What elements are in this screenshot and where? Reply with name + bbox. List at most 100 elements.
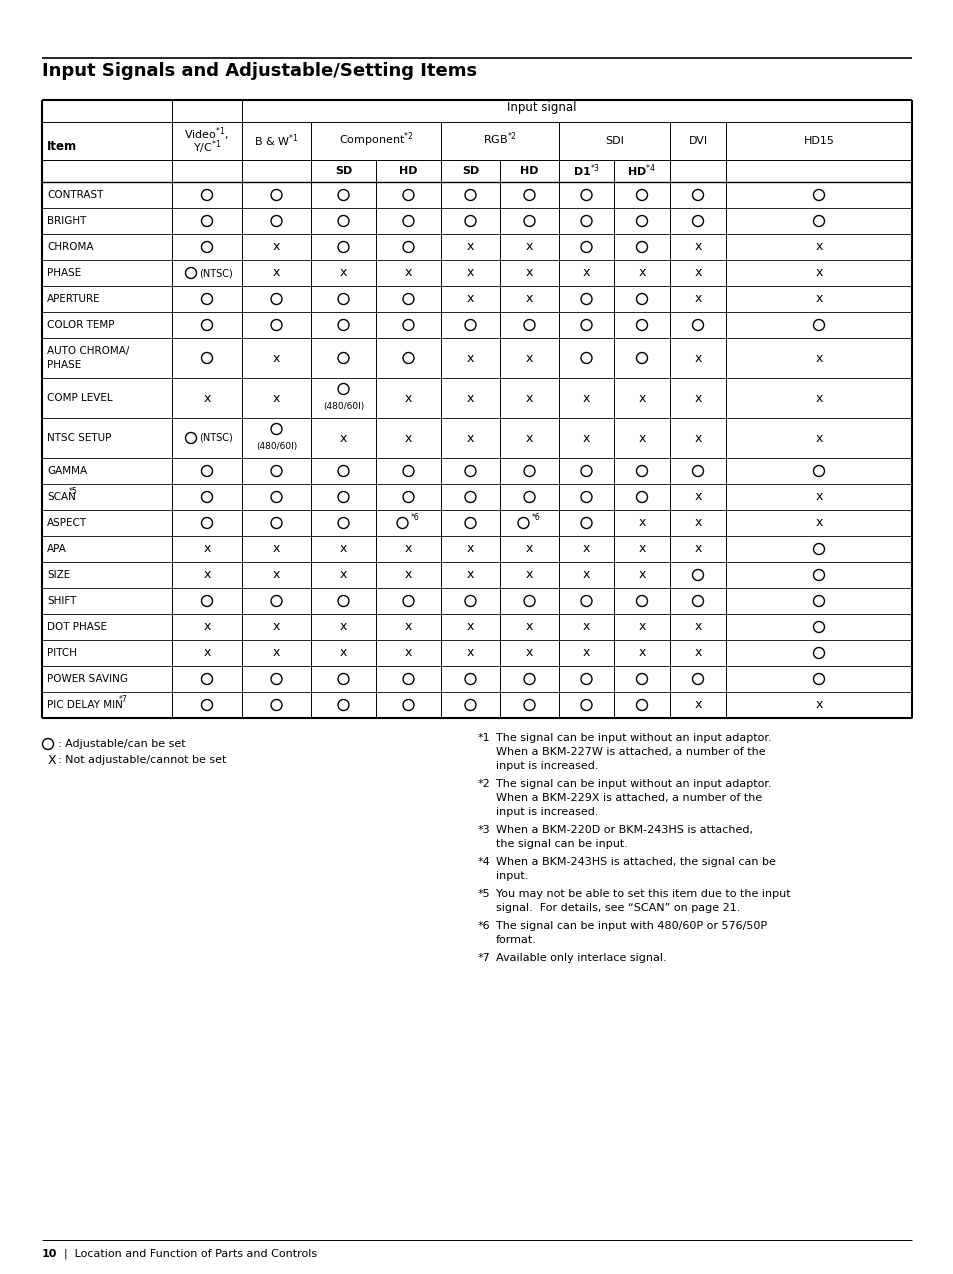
Text: input is increased.: input is increased.	[496, 806, 598, 817]
Text: PHASE: PHASE	[47, 361, 81, 369]
Text: the signal can be input.: the signal can be input.	[496, 840, 627, 848]
Text: x: x	[404, 432, 412, 445]
Text: x: x	[339, 543, 347, 555]
Text: x: x	[694, 543, 701, 555]
Text: x: x	[466, 391, 474, 405]
Text: x: x	[694, 391, 701, 405]
Text: The signal can be input without an input adaptor.: The signal can be input without an input…	[496, 733, 771, 743]
Text: *5: *5	[477, 889, 490, 899]
Text: x: x	[582, 543, 590, 555]
Text: x: x	[466, 432, 474, 445]
Text: PITCH: PITCH	[47, 648, 77, 657]
Text: x: x	[815, 293, 821, 306]
Text: x: x	[273, 266, 280, 279]
Text: x: x	[638, 568, 645, 581]
Text: x: x	[694, 698, 701, 711]
Text: x: x	[815, 432, 821, 445]
Text: *2: *2	[477, 778, 490, 789]
Text: x: x	[525, 620, 533, 633]
Text: SDI: SDI	[604, 136, 623, 147]
Text: x: x	[466, 241, 474, 254]
Text: SIZE: SIZE	[47, 569, 71, 580]
Text: x: x	[466, 543, 474, 555]
Text: D1$^{*3}$: D1$^{*3}$	[573, 163, 599, 180]
Text: x: x	[815, 391, 821, 405]
Text: (480/60I): (480/60I)	[255, 442, 296, 451]
Text: x: x	[525, 391, 533, 405]
Text: When a BKM-243HS is attached, the signal can be: When a BKM-243HS is attached, the signal…	[496, 857, 775, 868]
Text: x: x	[694, 516, 701, 530]
Text: x: x	[525, 241, 533, 254]
Text: PIC DELAY MIN: PIC DELAY MIN	[47, 699, 123, 710]
Text: SD: SD	[335, 166, 352, 176]
Text: x: x	[273, 620, 280, 633]
Text: x: x	[203, 646, 211, 660]
Text: x: x	[404, 568, 412, 581]
Text: POWER SAVING: POWER SAVING	[47, 674, 128, 684]
Text: x: x	[525, 568, 533, 581]
Text: CONTRAST: CONTRAST	[47, 190, 103, 200]
Text: x: x	[339, 432, 347, 445]
Text: x: x	[466, 620, 474, 633]
Text: x: x	[404, 543, 412, 555]
Text: x: x	[638, 432, 645, 445]
Text: *7: *7	[118, 696, 127, 705]
Text: *3: *3	[477, 826, 490, 834]
Text: x: x	[466, 266, 474, 279]
Text: SD: SD	[461, 166, 478, 176]
Text: x: x	[339, 266, 347, 279]
Text: *6: *6	[477, 921, 490, 931]
Text: COMP LEVEL: COMP LEVEL	[47, 392, 112, 403]
Text: x: x	[273, 543, 280, 555]
Text: x: x	[582, 646, 590, 660]
Text: X: X	[48, 753, 56, 767]
Text: x: x	[638, 620, 645, 633]
Text: x: x	[404, 266, 412, 279]
Text: AUTO CHROMA/: AUTO CHROMA/	[47, 347, 130, 355]
Text: HD: HD	[399, 166, 417, 176]
Text: x: x	[582, 620, 590, 633]
Text: : Adjustable/can be set: : Adjustable/can be set	[58, 739, 186, 749]
Text: You may not be able to set this item due to the input: You may not be able to set this item due…	[496, 889, 790, 899]
Text: x: x	[815, 516, 821, 530]
Text: x: x	[694, 241, 701, 254]
Text: *6: *6	[531, 513, 539, 522]
Text: (480/60I): (480/60I)	[322, 403, 364, 412]
Text: NTSC SETUP: NTSC SETUP	[47, 433, 112, 443]
Text: x: x	[273, 568, 280, 581]
Text: x: x	[638, 543, 645, 555]
Text: x: x	[815, 266, 821, 279]
Text: x: x	[203, 568, 211, 581]
Text: DVI: DVI	[688, 136, 707, 147]
Text: x: x	[404, 646, 412, 660]
Text: Available only interlace signal.: Available only interlace signal.	[496, 953, 666, 963]
Text: APERTURE: APERTURE	[47, 294, 100, 304]
Text: x: x	[466, 646, 474, 660]
Text: (NTSC): (NTSC)	[199, 268, 233, 278]
Text: input.: input.	[496, 871, 528, 882]
Text: x: x	[694, 646, 701, 660]
Text: Item: Item	[47, 140, 77, 153]
Text: signal.  For details, see “SCAN” on page 21.: signal. For details, see “SCAN” on page …	[496, 903, 740, 913]
Text: SCAN: SCAN	[47, 492, 76, 502]
Text: x: x	[582, 568, 590, 581]
Text: x: x	[582, 266, 590, 279]
Text: x: x	[339, 620, 347, 633]
Text: x: x	[273, 241, 280, 254]
Text: HD$^{*4}$: HD$^{*4}$	[627, 163, 656, 180]
Text: x: x	[466, 293, 474, 306]
Text: : Not adjustable/cannot be set: : Not adjustable/cannot be set	[58, 755, 226, 764]
Text: x: x	[694, 352, 701, 364]
Text: x: x	[203, 391, 211, 405]
Text: BRIGHT: BRIGHT	[47, 217, 87, 225]
Text: *7: *7	[477, 953, 490, 963]
Text: x: x	[815, 490, 821, 503]
Text: |  Location and Function of Parts and Controls: | Location and Function of Parts and Con…	[64, 1249, 316, 1259]
Text: x: x	[273, 646, 280, 660]
Text: Input Signals and Adjustable/Setting Items: Input Signals and Adjustable/Setting Ite…	[42, 62, 477, 80]
Text: When a BKM-229X is attached, a number of the: When a BKM-229X is attached, a number of…	[496, 792, 761, 803]
Text: x: x	[694, 293, 701, 306]
Text: x: x	[404, 620, 412, 633]
Text: Y/C$^{*1}$: Y/C$^{*1}$	[193, 138, 221, 155]
Text: *1: *1	[477, 733, 490, 743]
